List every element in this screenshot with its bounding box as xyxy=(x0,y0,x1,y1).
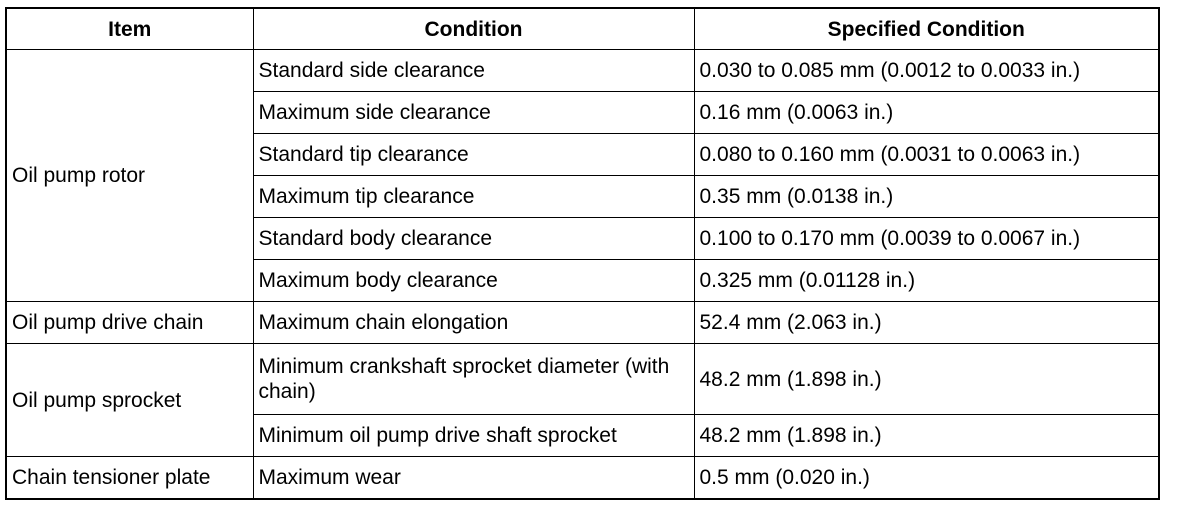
table-row: Maximum side clearance 0.16 mm (0.0063 in… xyxy=(6,91,1160,134)
spec-cell: 0.5 mm (0.020 in.) xyxy=(693,456,1160,500)
header-row: Item Condition Specified Condition xyxy=(5,7,1160,50)
table-row: Maximum tip clearance 0.35 mm (0.0138 in.… xyxy=(6,175,1160,218)
condition-cell: Maximum tip clearance xyxy=(252,175,695,218)
condition-cell: Standard body clearance xyxy=(252,217,695,260)
table-row: Maximum body clearance 0.325 mm (0.01128 … xyxy=(6,259,1160,302)
condition-cell: Standard tip clearance xyxy=(252,133,695,176)
table-row: Minimum oil pump drive shaft sprocket 48.… xyxy=(6,414,1160,457)
header-cell: Specified Condition xyxy=(693,7,1160,50)
spec-cell: 0.16 mm (0.0063 in.) xyxy=(693,91,1160,134)
item-cell: Oil pump rotor xyxy=(5,49,254,302)
table-row: Standard tip clearance 0.080 to 0.160 mm … xyxy=(6,133,1160,176)
condition-cell: Maximum chain elongation xyxy=(252,301,695,344)
condition-cell: Maximum side clearance xyxy=(252,91,695,134)
condition-cell: Standard side clearance xyxy=(252,49,695,92)
table-row: Oil pump sprocket Minimum crankshaft spro… xyxy=(5,343,1160,457)
table-header: Item Condition Specified Condition xyxy=(5,7,1160,50)
condition-cell: Minimum oil pump drive shaft sprocket xyxy=(252,414,695,457)
spec-cell: 0.35 mm (0.0138 in.) xyxy=(693,175,1160,218)
header-cell: Condition xyxy=(252,7,695,50)
item-cell: Oil pump drive chain xyxy=(5,301,254,344)
spec-cell: 0.030 to 0.085 mm (0.0012 to 0.0033 in.) xyxy=(693,49,1160,92)
condition-cell: Maximum wear xyxy=(252,456,695,500)
spec-table: Item Condition Specified Condition Oil p… xyxy=(5,7,1160,500)
table-row: Chain tensioner plate Maximum wear 0.5 mm … xyxy=(5,456,1160,500)
spec-cell: 0.080 to 0.160 mm (0.0031 to 0.0063 in.) xyxy=(693,133,1160,176)
spec-cell: 48.2 mm (1.898 in.) xyxy=(693,414,1160,457)
condition-cell: Maximum body clearance xyxy=(252,259,695,302)
spec-cell: 52.4 mm (2.063 in.) xyxy=(693,301,1160,344)
condition-cell: Minimum crankshaft sprocket diameter (wi… xyxy=(252,343,695,415)
item-cell: Oil pump sprocket xyxy=(5,343,254,457)
table-row: Oil pump drive chain Maximum chain elonga… xyxy=(5,301,1160,344)
spec-cell: 0.100 to 0.170 mm (0.0039 to 0.0067 in.) xyxy=(693,217,1160,260)
header-cell: Item xyxy=(5,7,254,50)
table-row: Standard body clearance 0.100 to 0.170 mm… xyxy=(6,217,1160,260)
table-row: Oil pump rotor Standard side clearance 0.0… xyxy=(5,49,1160,302)
spec-cell: 48.2 mm (1.898 in.) xyxy=(693,343,1160,415)
item-cell: Chain tensioner plate xyxy=(5,456,254,500)
spec-cell: 0.325 mm (0.01128 in.) xyxy=(693,259,1160,302)
table-body: Oil pump rotor Standard side clearance 0.0… xyxy=(5,49,1160,500)
